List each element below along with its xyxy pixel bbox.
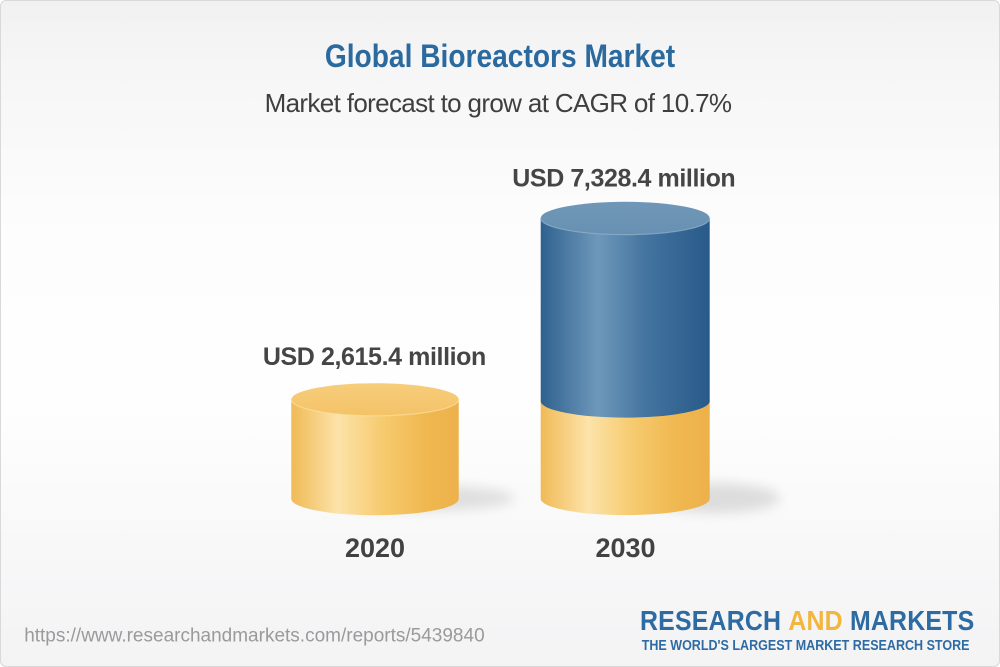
svg-text:USD 7,328.4 million: USD 7,328.4 million	[512, 164, 735, 192]
svg-text:THE WORLD'S LARGEST MARKET RES: THE WORLD'S LARGEST MARKET RESEARCH STOR…	[642, 636, 970, 653]
svg-text:https://www.researchandmarkets: https://www.researchandmarkets.com/repor…	[24, 626, 484, 647]
svg-text:Global Bioreactors Market: Global Bioreactors Market	[325, 39, 675, 74]
svg-text:USD 2,615.4 million: USD 2,615.4 million	[263, 343, 486, 371]
svg-text:2030: 2030	[595, 533, 655, 563]
svg-text:RESEARCH AND MARKETS: RESEARCH AND MARKETS	[640, 605, 974, 637]
svg-text:2020: 2020	[345, 533, 405, 563]
svg-text:Market forecast to grow at CAG: Market forecast to grow at CAGR of 10.7%	[265, 88, 732, 118]
